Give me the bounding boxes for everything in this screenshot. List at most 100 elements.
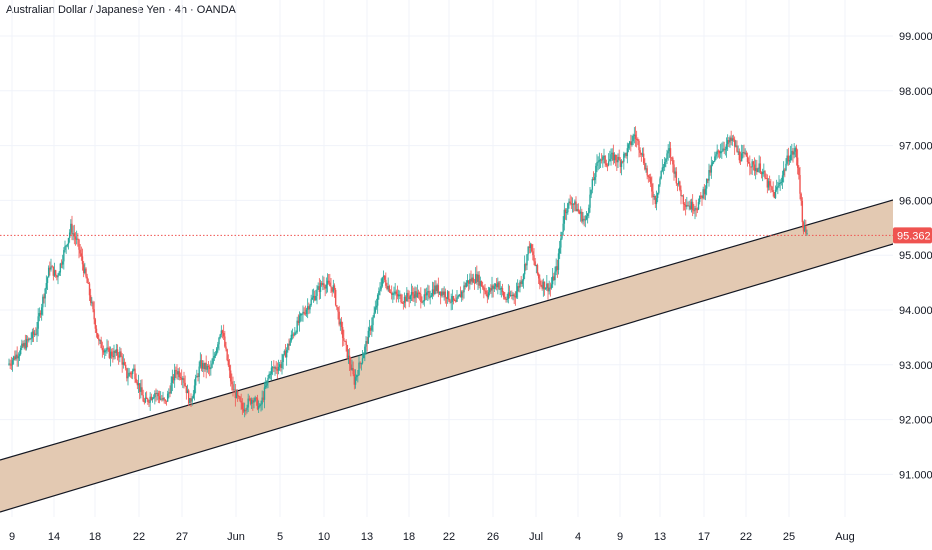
candle: [484, 283, 486, 295]
candle: [380, 278, 382, 292]
candle: [141, 379, 143, 396]
candle: [745, 150, 748, 157]
candle: [674, 167, 676, 178]
candle: [504, 292, 506, 300]
candle: [78, 238, 80, 259]
price-axis[interactable]: 99.000 98.000 97.000 96.000 95.000 94.000 93.0…: [893, 0, 932, 550]
channel-upper-line[interactable]: [0, 199, 894, 461]
candle: [572, 203, 575, 213]
candle: [449, 298, 451, 304]
candle: [575, 196, 577, 212]
candle: [254, 395, 256, 403]
candle: [675, 167, 678, 187]
candle: [581, 208, 583, 224]
candle: [493, 282, 496, 292]
candle: [635, 130, 638, 148]
candle: [150, 393, 153, 401]
x-tick-label: 9: [9, 531, 15, 543]
candle: [288, 338, 290, 351]
candle: [15, 350, 17, 361]
candle: [205, 355, 207, 379]
candle: [616, 154, 618, 171]
candle: [218, 336, 220, 351]
candle: [626, 142, 629, 164]
candle: [681, 195, 683, 197]
channel-fill: [0, 200, 893, 512]
candle: [313, 290, 316, 302]
candle: [158, 390, 161, 404]
candle: [28, 337, 30, 343]
candle: [662, 163, 665, 175]
candle: [459, 286, 462, 298]
candle: [576, 203, 578, 212]
candle: [375, 298, 378, 310]
candle: [486, 290, 489, 304]
candle: [390, 285, 393, 300]
candle: [395, 289, 398, 303]
candle: [322, 275, 324, 291]
candle: [691, 194, 694, 217]
candle: [442, 287, 444, 298]
candle: [441, 288, 443, 298]
candle: [396, 285, 399, 300]
candle: [565, 208, 568, 221]
candle: [281, 353, 283, 375]
candle: [113, 344, 115, 360]
candle: [521, 279, 524, 287]
candle: [602, 155, 604, 168]
y-tick-label: 97.000: [899, 141, 932, 153]
candle: [738, 148, 741, 164]
candle: [64, 240, 66, 253]
candle: [346, 344, 349, 360]
candle: [725, 137, 728, 158]
candle: [788, 155, 791, 165]
candle: [231, 373, 233, 391]
candle: [233, 380, 235, 391]
candle: [82, 261, 85, 278]
y-tick-label: 91.000: [899, 469, 932, 481]
candle: [549, 282, 552, 297]
candles: [8, 126, 808, 418]
candle: [154, 390, 156, 405]
ascending-channel[interactable]: [0, 199, 894, 513]
candle: [428, 285, 430, 300]
candle: [149, 392, 151, 411]
candle: [588, 204, 590, 219]
candle: [59, 262, 62, 277]
candle: [86, 273, 88, 284]
x-tick-label: 9: [617, 531, 623, 543]
candle: [631, 135, 633, 147]
candle: [157, 390, 160, 404]
candle: [148, 399, 150, 408]
candle: [670, 157, 673, 162]
candle: [79, 243, 81, 257]
candle: [684, 198, 687, 216]
candle: [704, 185, 707, 201]
time-axis[interactable]: 9 14 18 22 27 Jun 5 10 13 18 22 26 Jul 4 9 13 17 22 25 Aug: [0, 517, 932, 550]
candle: [93, 301, 95, 325]
candle: [317, 282, 319, 290]
grid: [0, 0, 893, 517]
candle: [253, 397, 255, 409]
candle: [507, 284, 510, 304]
candle: [690, 198, 693, 213]
candle: [562, 216, 564, 236]
channel-lower-line[interactable]: [0, 243, 894, 513]
candle: [420, 287, 422, 309]
candle: [723, 141, 725, 154]
candle: [667, 144, 669, 161]
candle: [107, 340, 109, 352]
candle: [522, 273, 525, 289]
candle: [54, 269, 57, 278]
candle: [465, 280, 468, 288]
candle: [189, 398, 191, 404]
candle: [51, 264, 53, 268]
candle: [135, 373, 137, 384]
candle: [259, 403, 261, 408]
candle: [446, 290, 449, 304]
candle: [245, 408, 247, 416]
candle: [422, 300, 424, 305]
candle: [789, 145, 792, 163]
